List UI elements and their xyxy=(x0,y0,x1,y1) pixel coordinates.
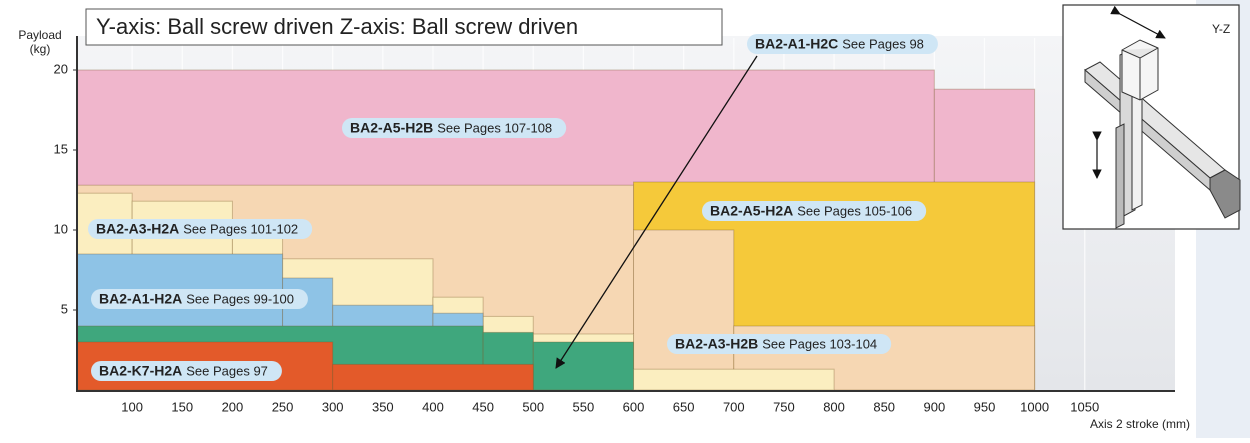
x-tick-label: 950 xyxy=(974,399,996,414)
label-pill xyxy=(91,361,282,381)
x-tick-label: 600 xyxy=(623,399,645,414)
series-name: BA2-A5-H2A xyxy=(710,203,793,219)
x-tick-label: 150 xyxy=(171,399,193,414)
y-axis-label: (kg) xyxy=(30,42,51,56)
x-tick-label: 100 xyxy=(121,399,143,414)
y-tick-label: 10 xyxy=(54,221,68,236)
title-box xyxy=(85,8,723,46)
label-pill xyxy=(702,201,927,221)
inset: Y-Z xyxy=(1062,4,1241,230)
series-note: See Pages 99-100 xyxy=(186,291,294,306)
x-tick-label: 850 xyxy=(873,399,895,414)
x-tick-label: 750 xyxy=(773,399,795,414)
x-tick-label: 400 xyxy=(422,399,444,414)
x-tick-label: 650 xyxy=(673,399,695,414)
x-tick-label: 900 xyxy=(923,399,945,414)
x-tick-label: 550 xyxy=(573,399,595,414)
x-tick-label: 350 xyxy=(372,399,394,414)
ticks: 100 150 200 250 300 350 400 450 500 550 600 650 700 7… xyxy=(54,61,1100,414)
x-tick-label: 1050 xyxy=(1070,399,1099,414)
y-tick-label: 5 xyxy=(61,301,68,316)
y-tick-label: 15 xyxy=(54,141,68,156)
label-pill xyxy=(91,289,308,309)
series-note: See Pages 101-102 xyxy=(183,221,298,236)
series-name: BA2-A1-H2C xyxy=(755,36,838,52)
x-tick-label: 250 xyxy=(272,399,294,414)
x-tick-label: 800 xyxy=(823,399,845,414)
y-axis-label: Payload xyxy=(18,28,61,42)
inset-arrow xyxy=(1110,5,1166,39)
x-tick-label: 1000 xyxy=(1020,399,1049,414)
series-name: BA2-K7-H2A xyxy=(99,363,182,379)
inset-drawing xyxy=(1084,39,1241,229)
arrow xyxy=(555,55,758,369)
series-note: See Pages 98 xyxy=(842,36,924,51)
x-tick-label: 700 xyxy=(723,399,745,414)
label-pill xyxy=(342,118,567,138)
inset-label: Y-Z xyxy=(1212,22,1230,36)
y-tick-label: 20 xyxy=(54,61,68,76)
label-pill xyxy=(747,34,938,54)
label-pill xyxy=(88,219,313,239)
series-name: BA2-A3-H2B xyxy=(675,336,758,352)
series-note: See Pages 97 xyxy=(186,363,268,378)
x-tick-label: 300 xyxy=(322,399,344,414)
label-pill xyxy=(667,334,892,354)
step-area xyxy=(532,341,635,391)
series-note: See Pages 105-106 xyxy=(797,203,912,218)
x-tick-label: 200 xyxy=(222,399,244,414)
step-area xyxy=(332,363,534,391)
x-tick-label: 500 xyxy=(522,399,544,414)
step-area xyxy=(633,368,835,391)
x-tick-label: 450 xyxy=(472,399,494,414)
step-area xyxy=(633,229,735,391)
series-note: See Pages 103-104 xyxy=(762,336,877,351)
x-axis-label: Axis 2 stroke (mm) xyxy=(1090,417,1190,431)
series-labels: BA2-A5-H2B See Pages 107-108 BA2-A5-H2A See… xyxy=(88,34,938,381)
series-name: BA2-A1-H2A xyxy=(99,291,182,307)
series-name: BA2-A3-H2A xyxy=(96,221,179,237)
series-name: BA2-A5-H2B xyxy=(350,120,433,136)
chart-title: Y-axis: Ball screw driven Z-axis: Ball s… xyxy=(96,14,578,39)
series-note: See Pages 107-108 xyxy=(437,120,552,135)
